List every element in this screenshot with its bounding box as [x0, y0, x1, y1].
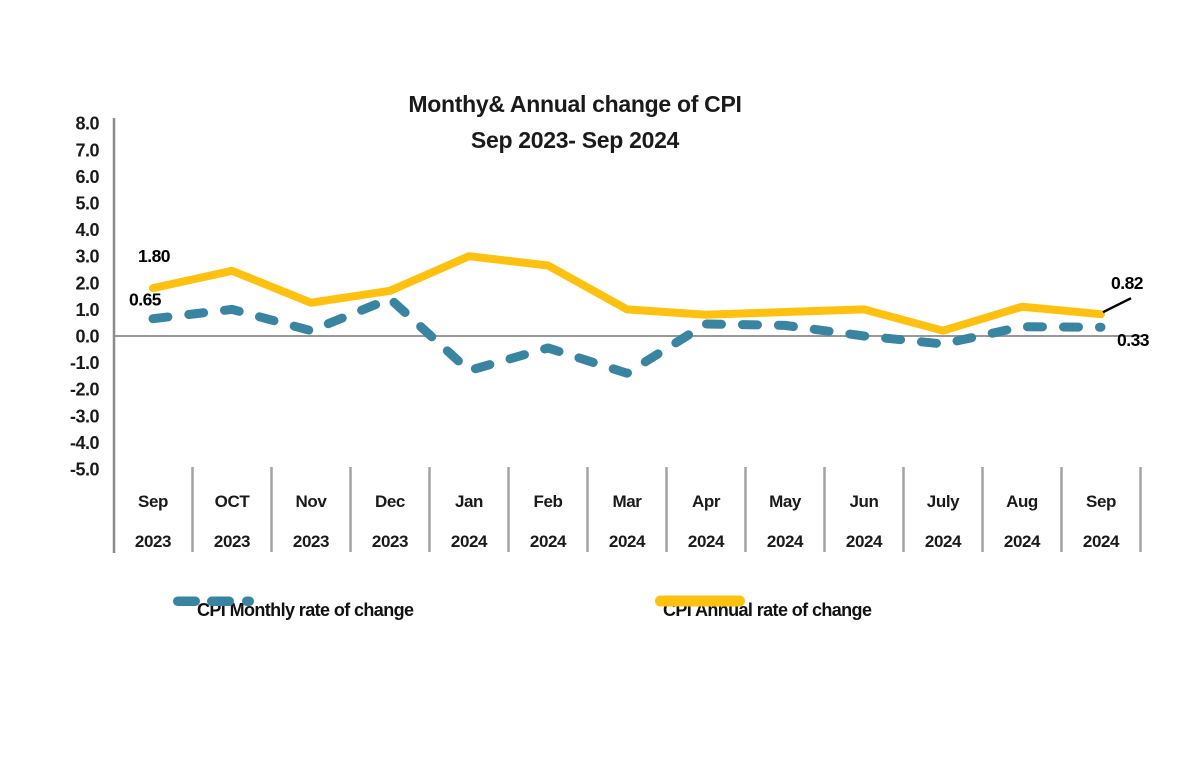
- y-axis-tick-label: 8.0: [75, 114, 99, 134]
- x-axis-year-label: 2024: [767, 532, 804, 551]
- y-axis-tick-label: 1.0: [75, 300, 99, 320]
- x-axis-year-label: 2024: [688, 532, 725, 551]
- x-axis-year-label: 2024: [451, 532, 488, 551]
- monthly-series-line: [148, 294, 1106, 378]
- data-point-label: 0.65: [129, 290, 162, 310]
- y-axis-tick-label: 4.0: [75, 220, 99, 240]
- y-axis-tick-label: -2.0: [70, 380, 100, 400]
- y-axis-tick-label: -3.0: [70, 406, 100, 426]
- legend-item-monthly: CPI Monthly rate of change: [173, 594, 414, 626]
- x-axis-month-label: Sep: [138, 492, 168, 511]
- x-axis-year-label: 2023: [293, 532, 329, 551]
- x-axis-year-label: 2024: [530, 532, 567, 551]
- x-axis-month-label: Apr: [692, 492, 721, 511]
- y-axis-tick-label: -1.0: [70, 353, 100, 373]
- x-axis-month-label: Jan: [455, 492, 483, 511]
- x-axis-month-label: Sep: [1086, 492, 1116, 511]
- annual-solid-line-icon: [655, 595, 745, 607]
- x-axis-month-label: July: [927, 492, 960, 511]
- y-axis-tick-label: 2.0: [75, 273, 99, 293]
- y-axis-tick-label: 3.0: [75, 247, 99, 267]
- chart-title-line1: Monthy& Annual change of CPI: [408, 91, 741, 117]
- y-axis-tick-label: 7.0: [75, 140, 99, 160]
- x-axis-year-label: 2023: [214, 532, 250, 551]
- x-axis-month-label: Feb: [533, 492, 562, 511]
- x-axis-year-label: 2024: [1004, 532, 1041, 551]
- chart-title-line2: Sep 2023- Sep 2024: [471, 127, 680, 153]
- y-axis-tick-label: 0.0: [75, 327, 99, 347]
- annual-series-line: [149, 252, 1105, 335]
- x-axis-month-label: Jun: [849, 492, 878, 511]
- x-axis-year-label: 2024: [609, 532, 646, 551]
- x-axis-year-label: 2023: [372, 532, 408, 551]
- annotation-leader-line: [1102, 297, 1132, 314]
- y-axis-tick-label: 5.0: [75, 194, 99, 214]
- x-axis-month-label: OCT: [215, 492, 251, 511]
- x-axis-month-label: Mar: [612, 492, 642, 511]
- data-point-label: 0.33: [1117, 330, 1150, 350]
- x-axis-year-label: 2024: [925, 532, 962, 551]
- chart-legend: CPI Monthly rate of change CPI Annual ra…: [0, 594, 1200, 626]
- legend-item-annual: CPI Annual rate of change: [655, 594, 872, 626]
- x-axis-month-label: Dec: [375, 492, 405, 511]
- chart-plot-area: 8.0 7.0 6.0 5.0 4.0 3.0 2.0 1.0 0.0 -1.0 -2.0 -3.0 -…: [70, 114, 1150, 553]
- x-axis-year-label: 2024: [1083, 532, 1120, 551]
- monthly-dashed-line-icon: [173, 596, 254, 606]
- x-axis-year-label: 2024: [846, 532, 883, 551]
- y-axis-tick-label: -4.0: [70, 433, 100, 453]
- x-axis-month-label: Aug: [1006, 492, 1038, 511]
- y-axis-tick-label: -5.0: [70, 460, 100, 480]
- x-axis-year-label: 2023: [135, 532, 171, 551]
- data-point-label: 0.82: [1111, 273, 1144, 293]
- data-point-label: 1.80: [138, 246, 171, 266]
- x-axis-month-label: Nov: [296, 492, 328, 511]
- y-axis-tick-label: 6.0: [75, 167, 99, 187]
- x-axis-month-label: May: [769, 492, 802, 511]
